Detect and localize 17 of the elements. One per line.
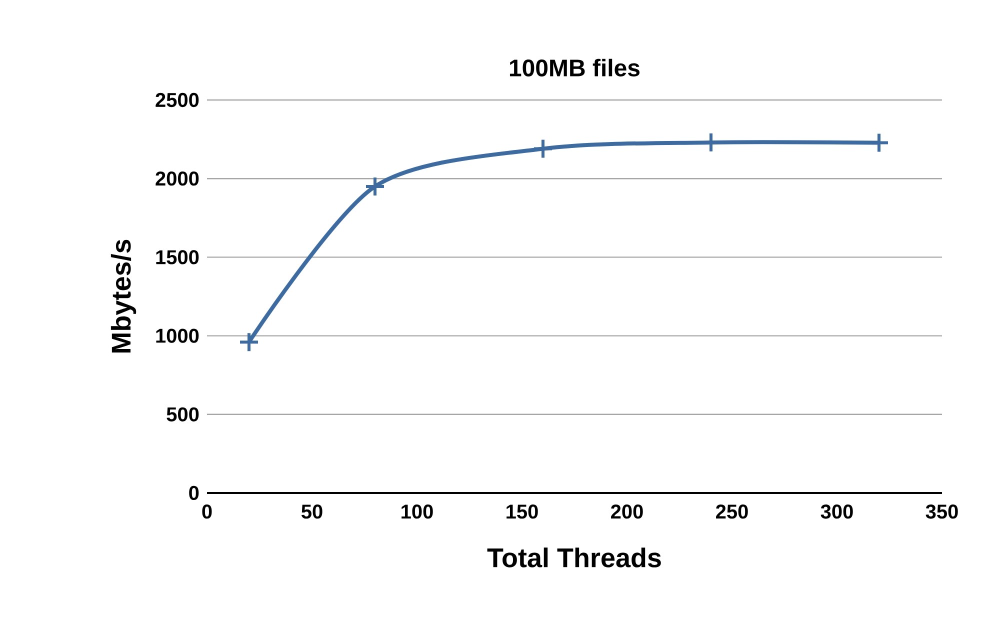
x-tick-label: 350 (926, 504, 958, 519)
x-tick-label: 300 (820, 504, 853, 519)
x-tick-label: 100 (402, 504, 433, 519)
x-axis-title: Total Threads (487, 548, 661, 568)
chart-title: 100MB files (510, 58, 640, 76)
y-tick-label: 0 (189, 486, 199, 500)
y-tick-label: 2000 (156, 172, 199, 186)
y-tick-label: 1000 (156, 328, 199, 343)
x-tick-label: 50 (301, 504, 322, 519)
y-tick-label: 1500 (156, 250, 199, 264)
y-tick-label: 2500 (156, 92, 199, 108)
y-axis-title: Mbytes/s (110, 240, 136, 352)
x-tick-label: 200 (611, 504, 643, 519)
x-tick-label: 0 (202, 504, 212, 519)
y-tick-label: 500 (166, 407, 199, 422)
x-tick-label: 250 (716, 504, 748, 519)
x-tick-label: 150 (506, 504, 538, 519)
